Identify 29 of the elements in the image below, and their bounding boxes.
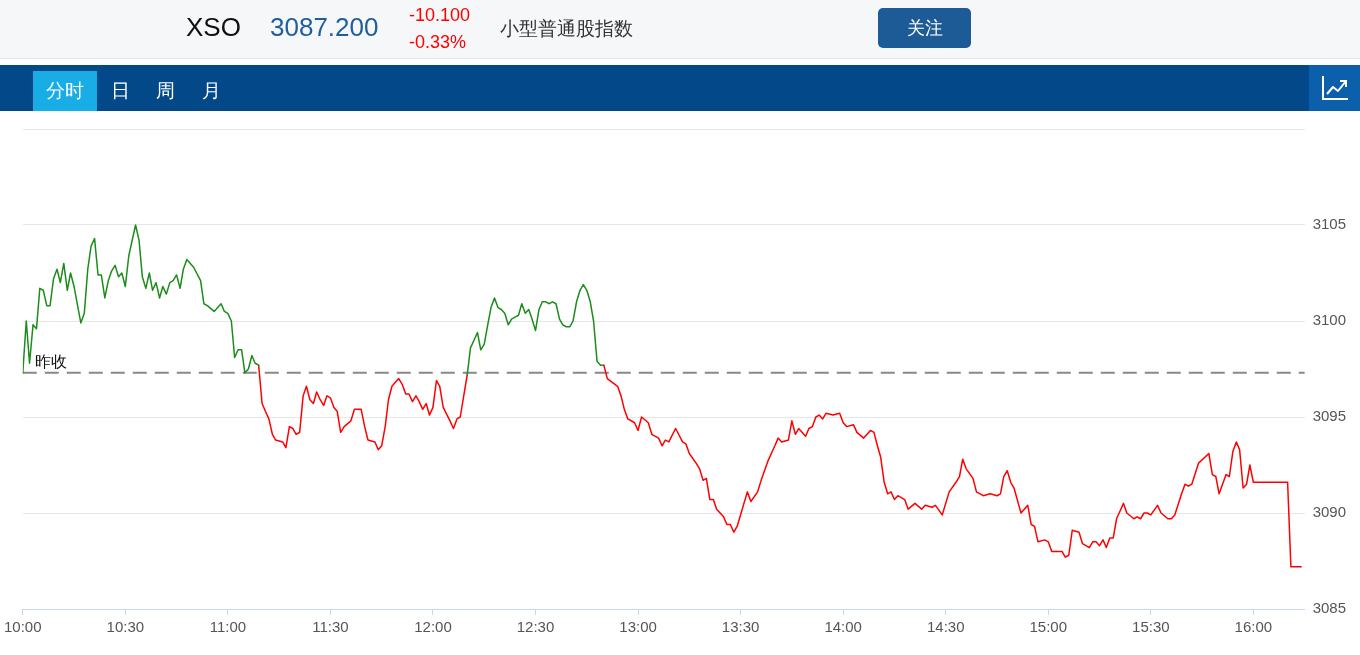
x-tick-label: 16:00	[1234, 618, 1273, 636]
x-tick-label: 11:00	[209, 618, 247, 636]
y-tick-label: 3090	[1312, 503, 1347, 521]
x-tick-label: 15:00	[1029, 618, 1068, 636]
button: 关注	[878, 8, 971, 48]
text: -10.100	[409, 5, 471, 27]
x-tick-label: 11:30	[312, 618, 349, 636]
x-tick-label: 12:30	[516, 618, 555, 636]
x-tick-label: 14:00	[824, 618, 862, 636]
x-tick-label: 13:30	[721, 618, 760, 636]
text: 日	[109, 79, 131, 103]
text: 3087.200	[270, 12, 379, 44]
x-tick-label: 13:00	[619, 618, 657, 636]
y-tick-label: 3085	[1312, 599, 1347, 617]
y-tick-label: 3100	[1312, 311, 1347, 329]
text: 周	[154, 79, 176, 103]
text: -0.33%	[409, 32, 467, 54]
x-tick-label: 10:30	[106, 618, 145, 636]
selected-tab: 分时	[33, 71, 97, 111]
ref-line-label: 昨收	[34, 353, 67, 371]
x-tick-label: 15:30	[1132, 618, 1170, 636]
x-tick-label: 14:30	[926, 618, 965, 636]
y-tick-label: 3105	[1312, 215, 1347, 233]
chart-title: XSO	[186, 12, 241, 44]
y-tick-label: 3095	[1312, 407, 1347, 425]
text: 月	[200, 79, 222, 103]
chart-subtitle: 小型普通股指数	[500, 18, 633, 41]
x-tick-label: 12:00	[414, 618, 452, 636]
x-tick-label: 10:00	[3, 618, 42, 636]
